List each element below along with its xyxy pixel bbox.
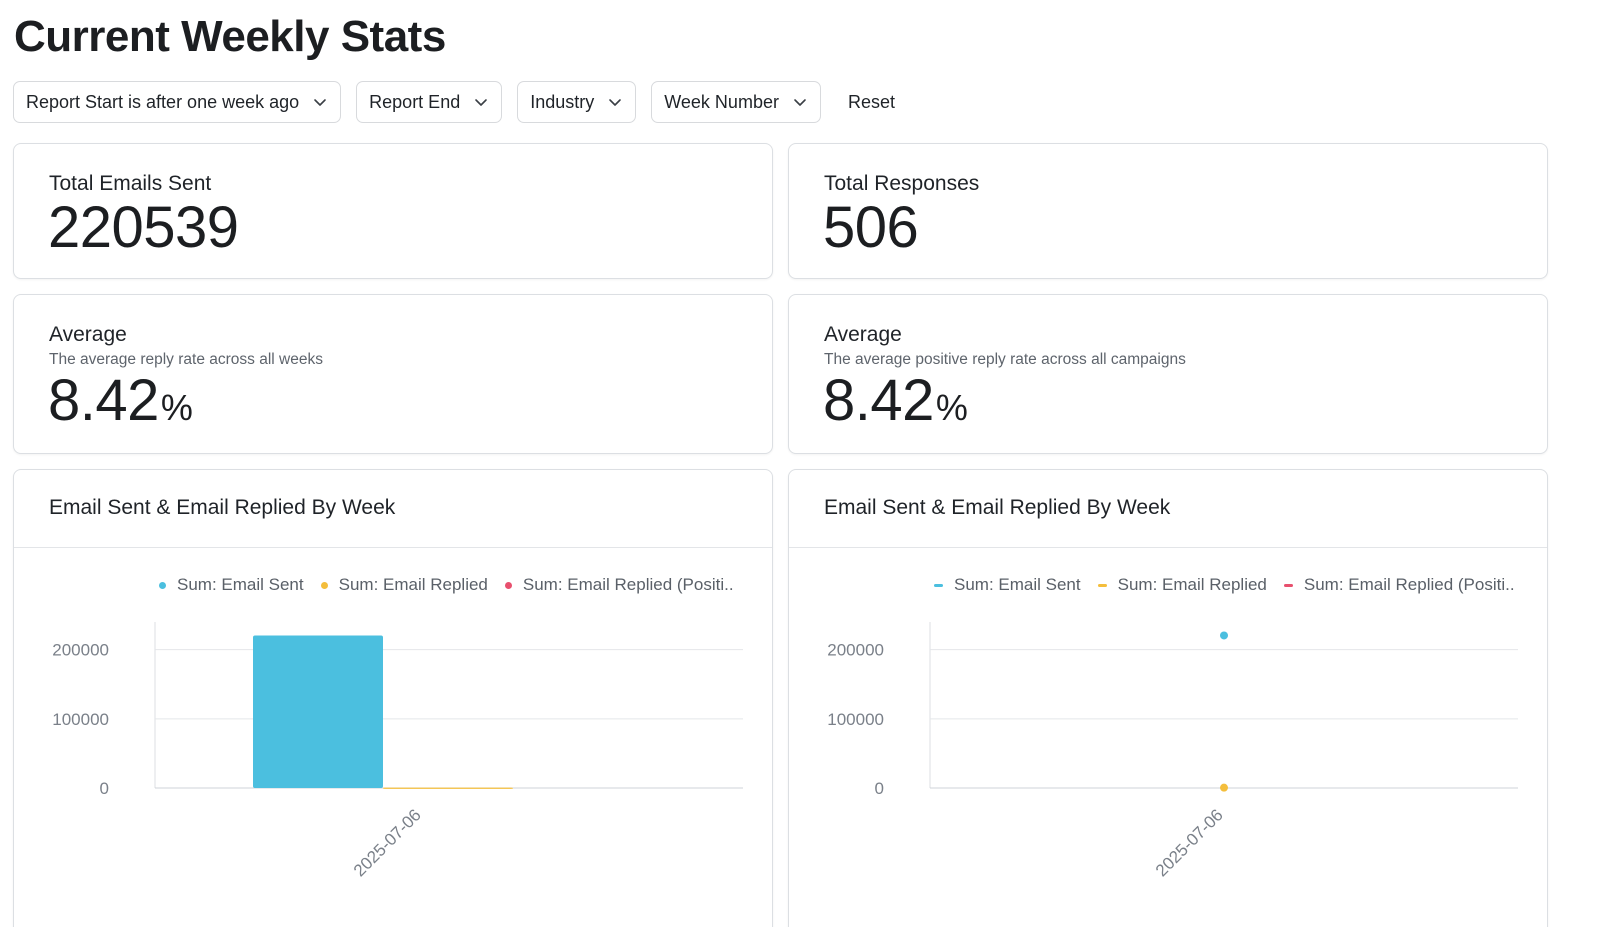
kpi-label: Average — [824, 323, 902, 346]
legend-marker — [320, 581, 328, 589]
kpi-label: Total Emails Sent — [49, 172, 212, 195]
legend-item-email-sent[interactable]: Sum: Email Sent — [934, 575, 1081, 595]
legend-label: Sum: Email Replied (Positi.. — [522, 575, 734, 594]
kpi-label: Average — [49, 323, 127, 346]
legend-item-email-replied[interactable]: Sum: Email Replied — [320, 575, 488, 595]
filter-report-start[interactable]: Report Start is after one week ago — [13, 81, 342, 123]
page-title: Current Weekly Stats — [14, 12, 446, 61]
bar-sum-email-replied — [383, 787, 513, 789]
point-sum-email-sent — [1220, 631, 1228, 640]
y-tick-label: 100000 — [52, 710, 109, 729]
filter-report-end-label: Report End — [369, 91, 461, 112]
legend-label: Sum: Email Replied — [1117, 575, 1267, 594]
kpi-description: The average reply rate across all weeks — [49, 351, 323, 368]
reset-button[interactable]: Reset — [847, 91, 895, 112]
chart-divider — [789, 547, 1547, 548]
chart-title: Email Sent & Email Replied By Week — [824, 496, 1171, 519]
legend-marker — [1283, 583, 1293, 587]
y-tick-label: 200000 — [827, 641, 884, 660]
bar-sum-email-sent — [253, 635, 383, 788]
y-tick-label: 100000 — [827, 710, 884, 729]
legend-label: Sum: Email Replied (Positi.. — [1303, 575, 1515, 594]
kpi-description: The average positive reply rate across a… — [824, 351, 1186, 368]
bar-chart-card: Email Sent & Email Replied By Week Sum: … — [13, 469, 773, 927]
kpi-value: 506 — [823, 195, 919, 260]
legend-label: Sum: Email Sent — [177, 575, 304, 594]
filter-industry-label: Industry — [530, 91, 595, 112]
total-emails-sent-card: Total Emails Sent 220539 — [13, 143, 773, 279]
kpi-number: 8.42 — [823, 368, 934, 433]
kpi-value: 8.42% — [48, 367, 193, 434]
kpi-unit: % — [935, 387, 968, 428]
filter-report-end[interactable]: Report End — [356, 81, 503, 123]
legend-label: Sum: Email Replied — [338, 575, 488, 594]
total-responses-card: Total Responses 506 — [788, 143, 1548, 279]
filter-industry[interactable]: Industry — [517, 81, 637, 123]
chevron-down-icon — [475, 99, 488, 106]
average-positive-reply-rate-card: Average The average positive reply rate … — [788, 294, 1548, 454]
kpi-value: 220539 — [48, 195, 239, 260]
legend-marker — [504, 581, 512, 589]
chevron-down-icon — [609, 99, 622, 106]
legend-marker — [159, 581, 166, 589]
chart-legend: Sum: Email Sent Sum: Email Replied Sum: … — [934, 575, 1532, 595]
filter-week-number[interactable]: Week Number — [651, 81, 821, 123]
legend-marker — [1097, 583, 1107, 587]
x-tick-label: 2025-07-06 — [350, 805, 425, 880]
chevron-down-icon — [794, 99, 806, 106]
legend-marker — [934, 583, 943, 587]
bar-chart-plot: 200000 100000 0 2025-07-06 — [52, 622, 743, 880]
x-tick-label: 2025-07-06 — [1152, 805, 1227, 880]
point-sum-email-replied — [1220, 783, 1228, 792]
kpi-number: 8.42 — [48, 368, 159, 433]
chart-legend: Sum: Email Sent Sum: Email Replied Sum: … — [159, 575, 751, 595]
y-tick-label: 0 — [875, 779, 884, 798]
legend-item-email-replied-positive[interactable]: Sum: Email Replied (Positi.. — [504, 575, 734, 595]
y-tick-label: 0 — [100, 779, 109, 798]
legend-item-email-replied-positive[interactable]: Sum: Email Replied (Positi.. — [1283, 575, 1515, 595]
legend-label: Sum: Email Sent — [954, 575, 1081, 594]
kpi-value: 8.42% — [823, 367, 968, 434]
legend-item-email-sent[interactable]: Sum: Email Sent — [159, 575, 304, 595]
filter-report-start-label: Report Start is after one week ago — [26, 91, 300, 112]
kpi-label: Total Responses — [824, 172, 980, 195]
legend-item-email-replied[interactable]: Sum: Email Replied — [1097, 575, 1267, 595]
filter-bar: Report Start is after one week ago Repor… — [13, 81, 895, 123]
filter-week-number-label: Week Number — [664, 91, 779, 112]
line-chart-plot: 200000 100000 0 2025-07-06 — [827, 622, 1518, 880]
average-reply-rate-card: Average The average reply rate across al… — [13, 294, 773, 454]
y-tick-label: 200000 — [52, 641, 109, 660]
line-chart-card: Email Sent & Email Replied By Week Sum: … — [788, 469, 1548, 927]
chart-title: Email Sent & Email Replied By Week — [49, 496, 396, 519]
kpi-unit: % — [160, 387, 193, 428]
chart-divider — [14, 547, 772, 548]
chevron-down-icon — [314, 99, 326, 106]
